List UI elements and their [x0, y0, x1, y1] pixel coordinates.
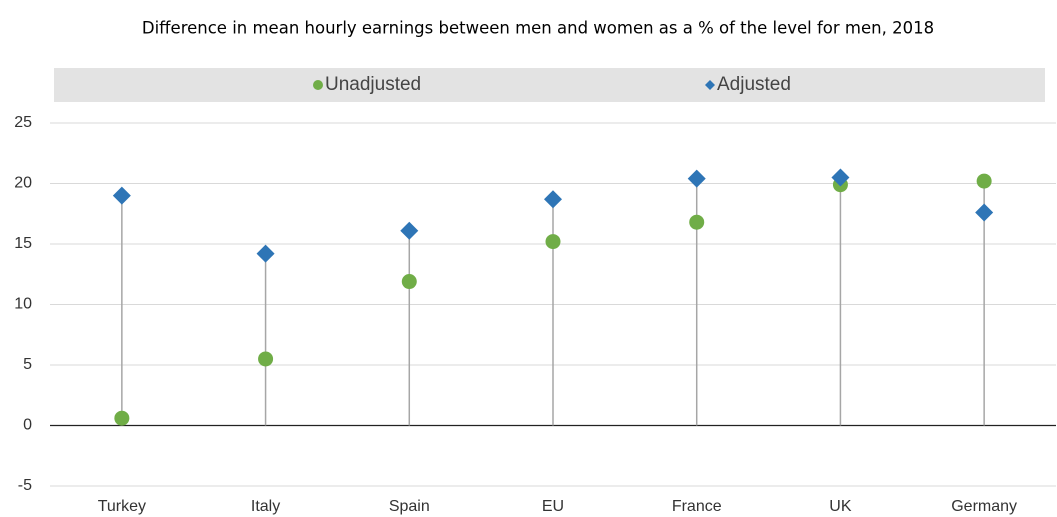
x-tick-label: EU	[542, 498, 564, 515]
legend-marker	[705, 80, 715, 90]
x-tick-label: Spain	[389, 498, 430, 515]
legend-label: Adjusted	[717, 74, 791, 95]
diamond-marker	[112, 186, 131, 205]
y-tick-label: 25	[14, 114, 32, 131]
diamond-marker	[975, 203, 994, 222]
y-tick-label: 10	[14, 296, 32, 313]
circle-marker	[976, 173, 992, 189]
legend-label: Unadjusted	[325, 74, 421, 95]
circle-marker	[689, 214, 705, 230]
y-tick-label: 15	[14, 235, 32, 252]
y-tick-label: 20	[14, 175, 32, 192]
y-tick-label: 0	[23, 417, 32, 434]
legend-band	[54, 68, 1045, 102]
circle-marker	[401, 274, 417, 290]
diamond-marker	[256, 244, 275, 263]
x-tick-label: Germany	[951, 498, 1017, 515]
legend-marker	[313, 80, 323, 90]
diamond-marker	[687, 169, 706, 188]
circle-marker	[258, 351, 274, 367]
diamond-marker	[831, 168, 850, 187]
x-tick-label: France	[672, 498, 722, 515]
circle-marker	[545, 234, 561, 250]
y-tick-label: 5	[23, 356, 32, 373]
diamond-marker	[400, 221, 419, 240]
marks	[112, 168, 994, 426]
chart-title: Difference in mean hourly earnings betwe…	[142, 19, 934, 38]
stems	[121, 177, 985, 426]
x-tick-label: Turkey	[98, 498, 146, 515]
x-tick-label: Italy	[251, 498, 280, 515]
y-tick-label: -5	[18, 477, 32, 494]
circle-marker	[114, 410, 130, 426]
diamond-marker	[544, 190, 562, 209]
x-tick-label: UK	[829, 498, 852, 515]
